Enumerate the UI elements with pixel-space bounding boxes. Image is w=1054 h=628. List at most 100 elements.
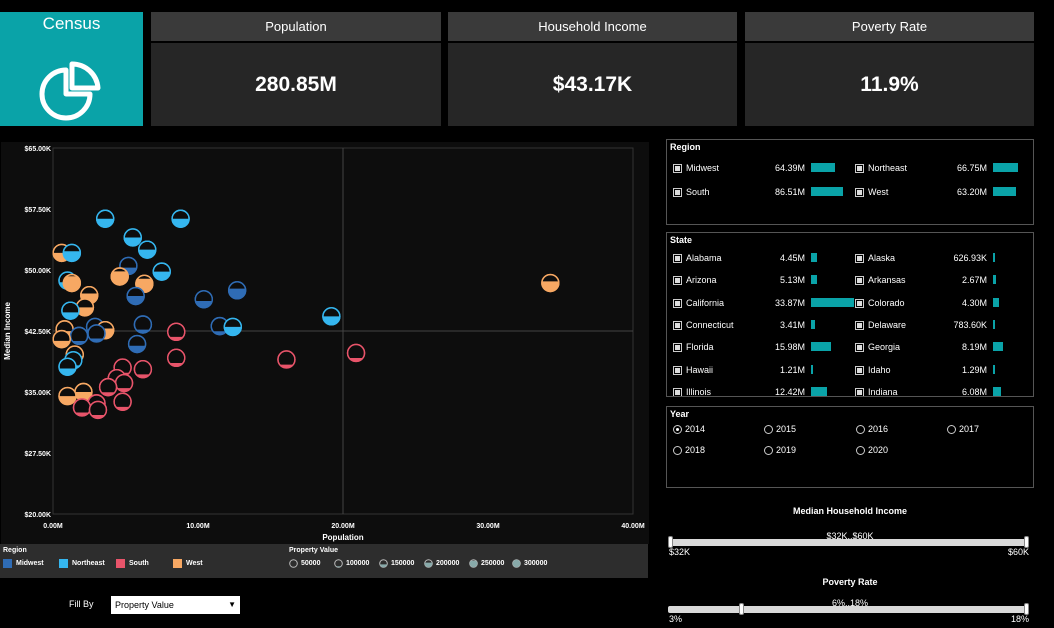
- scatter-point[interactable]: [138, 240, 157, 259]
- scatter-point[interactable]: [58, 357, 77, 376]
- region-item-value: 66.75M: [956, 163, 987, 173]
- state-item-colorado[interactable]: Colorado 4.30M: [855, 297, 1033, 309]
- region-item-west[interactable]: West 63.20M: [855, 186, 1035, 198]
- scatter-point[interactable]: [98, 377, 118, 397]
- checkbox-icon[interactable]: [855, 387, 864, 396]
- region-item-northeast[interactable]: Northeast 66.75M: [855, 162, 1035, 174]
- checkbox-icon[interactable]: [673, 164, 682, 174]
- state-item-illinois[interactable]: Illinois 12.42M: [673, 386, 853, 396]
- checkbox-icon[interactable]: [855, 254, 864, 264]
- scatter-point[interactable]: [194, 290, 214, 309]
- income-slider-min-handle[interactable]: [668, 536, 673, 548]
- checkbox-icon[interactable]: [855, 276, 864, 286]
- scatter-point[interactable]: [72, 398, 92, 417]
- scatter-point[interactable]: [322, 307, 341, 326]
- scatter-point[interactable]: [171, 209, 190, 228]
- scatter-point[interactable]: [167, 322, 186, 342]
- state-item-label: Hawaii: [686, 364, 714, 375]
- radio-icon[interactable]: [856, 425, 865, 435]
- state-item-connecticut[interactable]: Connecticut 3.41M: [673, 319, 853, 331]
- region-item-midwest[interactable]: Midwest 64.39M: [673, 162, 853, 174]
- legend-property-label: 250000: [481, 560, 505, 567]
- checkbox-icon[interactable]: [673, 365, 682, 375]
- income-slider-track[interactable]: [668, 539, 1029, 546]
- scatter-point[interactable]: [152, 262, 171, 281]
- checkbox-icon[interactable]: [673, 276, 682, 286]
- radio-icon[interactable]: [764, 425, 773, 435]
- year-option-2020[interactable]: 2020: [856, 444, 936, 456]
- checkbox-icon[interactable]: [855, 298, 864, 308]
- scatter-point[interactable]: [127, 334, 147, 354]
- checkbox-icon[interactable]: [673, 387, 682, 396]
- state-item-value: 1.21M: [779, 364, 805, 375]
- checkbox-icon[interactable]: [673, 254, 682, 264]
- checkbox-icon[interactable]: [673, 343, 682, 353]
- radio-icon[interactable]: [856, 446, 865, 456]
- scatter-point[interactable]: [114, 373, 134, 393]
- state-item-indiana[interactable]: Indiana 6.08M: [855, 386, 1033, 396]
- state-item-alabama[interactable]: Alabama 4.45M: [673, 252, 853, 264]
- year-option-2015[interactable]: 2015: [764, 423, 844, 435]
- scatter-point[interactable]: [123, 228, 142, 247]
- scatter-point[interactable]: [227, 281, 247, 300]
- x-tick-label: 20.00M: [331, 523, 355, 530]
- radio-icon[interactable]: [673, 446, 682, 456]
- checkbox-icon[interactable]: [855, 321, 864, 331]
- radio-icon[interactable]: [947, 425, 956, 435]
- scatter-point[interactable]: [87, 324, 106, 343]
- scatter-point[interactable]: [113, 392, 132, 411]
- scatter-point[interactable]: [133, 315, 153, 334]
- poverty-slider-min-handle[interactable]: [739, 603, 745, 615]
- radio-icon[interactable]: [764, 446, 773, 456]
- scatter-point[interactable]: [110, 267, 129, 286]
- scatter-point[interactable]: [69, 326, 89, 346]
- poverty-slider-track[interactable]: [668, 606, 1029, 613]
- checkbox-icon[interactable]: [855, 343, 864, 353]
- state-item-georgia[interactable]: Georgia 8.19M: [855, 341, 1033, 353]
- scatter-plot[interactable]: $20.00K $27.50K $35.00K $42.50K $50.00K $57.5…: [1, 142, 649, 544]
- scatter-point[interactable]: [61, 301, 80, 320]
- income-slider-max-handle[interactable]: [1024, 536, 1029, 548]
- checkbox-icon[interactable]: [855, 365, 864, 375]
- region-item-south[interactable]: South 86.51M: [673, 186, 853, 198]
- legend-swatch-midwest: [3, 559, 12, 568]
- scatter-point[interactable]: [58, 386, 77, 406]
- state-item-arizona[interactable]: Arizona 5.13M: [673, 274, 853, 286]
- scatter-point[interactable]: [62, 273, 82, 293]
- state-item-california[interactable]: California 33.87M: [673, 297, 854, 309]
- year-option-2014[interactable]: 2014: [673, 423, 753, 435]
- state-item-alaska[interactable]: Alaska 626.93K: [855, 252, 1033, 264]
- scatter-point[interactable]: [95, 209, 115, 228]
- state-item-delaware[interactable]: Delaware 783.60K: [855, 319, 1033, 331]
- scatter-point[interactable]: [135, 274, 154, 294]
- year-option-2017[interactable]: 2017: [947, 423, 1027, 435]
- scatter-point[interactable]: [541, 273, 560, 293]
- scatter-point[interactable]: [133, 360, 153, 379]
- scatter-point[interactable]: [88, 400, 108, 420]
- radio-icon[interactable]: [673, 425, 682, 435]
- state-item-value: 33.87M: [774, 297, 805, 308]
- scatter-point[interactable]: [75, 298, 95, 317]
- checkbox-icon[interactable]: [673, 298, 682, 308]
- scatter-point[interactable]: [277, 350, 296, 369]
- fill-by-select[interactable]: Property Value ▼: [111, 596, 240, 614]
- scatter-point[interactable]: [62, 243, 82, 263]
- state-item-arkansas[interactable]: Arkansas 2.67M: [855, 274, 1033, 286]
- scatter-point[interactable]: [346, 343, 366, 363]
- scatter-point[interactable]: [52, 329, 71, 349]
- scatter-point[interactable]: [126, 286, 145, 306]
- scatter-svg[interactable]: $20.00K $27.50K $35.00K $42.50K $50.00K $57.5…: [1, 142, 649, 544]
- scatter-point[interactable]: [167, 348, 186, 368]
- year-option-2016[interactable]: 2016: [856, 423, 936, 435]
- state-item-idaho[interactable]: Idaho 1.29M: [855, 364, 1033, 376]
- checkbox-icon[interactable]: [673, 321, 682, 331]
- state-item-florida[interactable]: Florida 15.98M: [673, 341, 853, 353]
- checkbox-icon[interactable]: [673, 188, 682, 198]
- scatter-point[interactable]: [223, 317, 243, 337]
- poverty-slider-max-handle[interactable]: [1024, 603, 1029, 615]
- state-item-hawaii[interactable]: Hawaii 1.21M: [673, 364, 853, 376]
- checkbox-icon[interactable]: [855, 164, 864, 174]
- year-option-2018[interactable]: 2018: [673, 444, 753, 456]
- year-option-2019[interactable]: 2019: [764, 444, 844, 456]
- checkbox-icon[interactable]: [855, 188, 864, 198]
